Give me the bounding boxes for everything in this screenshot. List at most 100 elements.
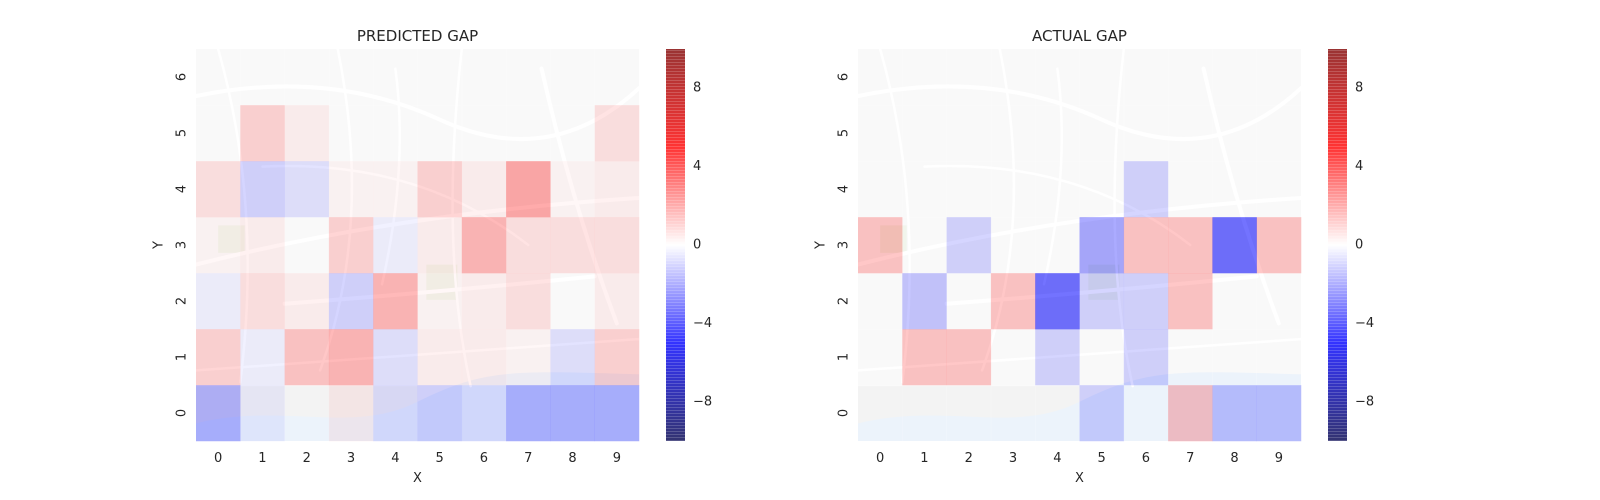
heatmap-panel-actual: ACTUAL GAP 0 1 2 3 4 5 6 7 8 9 0 1 2 3 4 5 6 X Y 8 4 0 −4 −8	[814, 27, 1375, 486]
heatmap-cell-x9-y0	[594, 385, 640, 442]
heatmap-cell-x3-y2	[328, 273, 374, 330]
heatmap-cell-x6-y2	[461, 273, 507, 330]
heatmap-panel-predicted: PREDICTED GAP 0 1 2 3 4 5 6 7 8 9 0 1 2 3 4 5 6 X Y 8 4 0 −4 −8	[152, 27, 713, 486]
x-tick-label: 6	[1142, 451, 1150, 466]
heatmap-cell-x4-y2	[1035, 273, 1080, 330]
heatmap-cell-x4-y4	[373, 161, 418, 218]
heatmap-cell-x0-y3	[196, 217, 241, 274]
heatmap-cell-x3-y0	[990, 385, 1036, 442]
heatmap-cell-x1-y3	[902, 217, 947, 274]
heatmap-cell-x4-y5	[373, 105, 418, 162]
heatmap-cell-x8-y6	[1212, 49, 1257, 106]
heatmap-cell-x2-y5	[946, 105, 992, 162]
y-tick-label: 4	[837, 185, 852, 193]
heatmap-cell-x2-y1	[946, 329, 992, 386]
colorbar-tick-label: 0	[693, 238, 701, 253]
x-tick-label: 4	[391, 451, 399, 466]
heatmap-cell-x7-y3	[506, 217, 551, 274]
heatmap-cell-x2-y5	[284, 105, 330, 162]
y-tick-label: 4	[175, 185, 190, 193]
colorbar-tick-label: 0	[1355, 238, 1363, 253]
heatmap-cell-x7-y0	[1168, 385, 1213, 442]
heatmap-cell-x7-y2	[506, 273, 551, 330]
x-tick-label: 9	[613, 451, 621, 466]
heatmap-cell-x8-y5	[550, 105, 595, 162]
heatmap-cell-x6-y5	[1123, 105, 1169, 162]
heatmap-cell-x4-y6	[373, 49, 418, 106]
heatmap-cell-x1-y3	[240, 217, 285, 274]
heatmap-cell-x8-y4	[550, 161, 595, 218]
heatmap-cell-x0-y5	[858, 105, 903, 162]
heatmap-cell-x7-y0	[506, 385, 551, 442]
heatmap-cell-x4-y6	[1035, 49, 1080, 106]
heatmap-cell-x6-y4	[461, 161, 507, 218]
y-tick-label: 3	[837, 241, 852, 249]
heatmap-cell-x1-y1	[902, 329, 947, 386]
heatmap-cell-x8-y2	[1212, 273, 1257, 330]
heatmap-cell-x4-y0	[1035, 385, 1080, 442]
heatmap-cell-x3-y5	[328, 105, 374, 162]
heatmap-cell-x6-y0	[461, 385, 507, 442]
heatmap-cell-x9-y0	[1256, 385, 1302, 442]
heatmap-cell-x6-y1	[461, 329, 507, 386]
heatmap-cell-x9-y5	[594, 105, 640, 162]
heatmap-cell-x4-y5	[1035, 105, 1080, 162]
y-tick-label: 2	[175, 297, 190, 305]
heatmap-cell-x7-y5	[1168, 105, 1213, 162]
heatmap-cell-x2-y2	[946, 273, 992, 330]
heatmap-cell-x6-y5	[461, 105, 507, 162]
colorbar: 8 4 0 −4 −8	[666, 49, 712, 441]
colorbar-tick-label: 8	[693, 81, 701, 96]
x-tick-label: 2	[965, 451, 973, 466]
heatmap-cell-x2-y1	[284, 329, 330, 386]
heatmap-cell-x9-y2	[1256, 273, 1302, 330]
y-tick-label: 1	[175, 353, 190, 361]
heatmap-cell-x4-y1	[1035, 329, 1080, 386]
heatmap-cell-x8-y3	[550, 217, 595, 274]
heatmap-cell-x1-y6	[902, 49, 947, 106]
x-tick-label: 0	[214, 451, 222, 466]
colorbar-tick-label: 8	[1355, 81, 1363, 96]
heatmap-cell-x5-y0	[417, 385, 463, 442]
x-tick-label: 5	[1098, 451, 1106, 466]
x-tick-label: 1	[258, 451, 266, 466]
heatmap-cell-x4-y1	[373, 329, 418, 386]
heatmap-cell-x0-y6	[858, 49, 903, 106]
heatmap-cell-x1-y6	[240, 49, 285, 106]
heatmap-cell-x2-y4	[946, 161, 992, 218]
heatmap-cell-x2-y6	[946, 49, 992, 106]
x-tick-label: 3	[347, 451, 355, 466]
heatmap-cell-x5-y2	[417, 273, 463, 330]
x-tick-label: 5	[436, 451, 444, 466]
heatmap-cell-x2-y0	[284, 385, 330, 442]
y-tick-label: 6	[837, 73, 852, 81]
x-tick-label: 4	[1053, 451, 1061, 466]
x-tick-label: 3	[1009, 451, 1017, 466]
heatmap-cell-x9-y6	[594, 49, 640, 106]
heatmap-cell-x2-y4	[284, 161, 330, 218]
heatmap-cell-x3-y2	[990, 273, 1036, 330]
heatmap-cell-x7-y1	[1168, 329, 1213, 386]
heatmap-cell-x2-y6	[284, 49, 330, 106]
heatmap-cell-x3-y3	[990, 217, 1036, 274]
colorbar-tick-label: −4	[1355, 316, 1374, 331]
heatmap-cell-x0-y1	[858, 329, 903, 386]
y-tick-label: 1	[837, 353, 852, 361]
heatmap-cell-x5-y6	[417, 49, 463, 106]
heatmap-cell-x9-y5	[1256, 105, 1302, 162]
heatmap-cell-x3-y6	[990, 49, 1036, 106]
heatmap-cell-x1-y2	[902, 273, 947, 330]
x-tick-label: 0	[876, 451, 884, 466]
heatmap-cell-x7-y3	[1168, 217, 1213, 274]
heatmap-cell-x7-y1	[506, 329, 551, 386]
heatmap-cell-x2-y3	[946, 217, 992, 274]
heatmap-cell-x1-y2	[240, 273, 285, 330]
heatmap-cell-x2-y0	[946, 385, 992, 442]
heatmap-cell-x6-y3	[461, 217, 507, 274]
heatmap-cell-x0-y1	[196, 329, 241, 386]
heatmap-cell-x0-y6	[196, 49, 241, 106]
colorbar: 8 4 0 −4 −8	[1328, 49, 1374, 441]
heatmap-cell-x1-y0	[240, 385, 285, 442]
heatmap-cell-x6-y6	[1123, 49, 1169, 106]
